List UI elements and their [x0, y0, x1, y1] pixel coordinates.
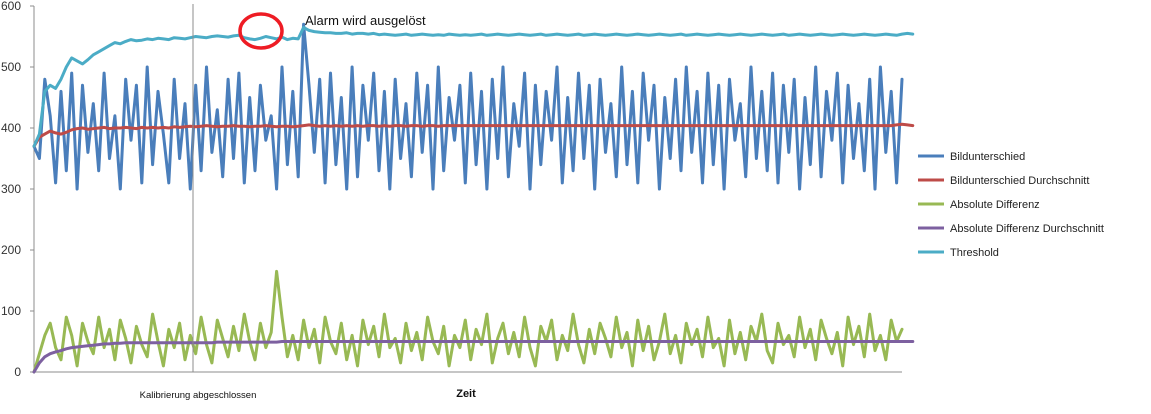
- legend-label: Bildunterschied Durchschnitt: [950, 175, 1089, 187]
- series-line-bildunterschied-durchschnitt: [32, 122, 915, 148]
- alarm-circle: [238, 12, 284, 50]
- y-tick-label: 400: [1, 121, 21, 135]
- series-line-bildunterschied: [32, 22, 904, 191]
- y-tick-label: 0: [14, 365, 21, 379]
- y-axis: 0 100 200 300 400 500 600: [1, 0, 35, 379]
- alarm-annotation: Alarm wird ausgelöst: [305, 13, 426, 28]
- annotation-layer: Alarm wird ausgelöst Kalibrierung abgesc…: [140, 4, 476, 401]
- legend-label: Bildunterschied: [950, 151, 1025, 163]
- legend: Bildunterschied Bildunterschied Durchschn…: [918, 151, 1104, 259]
- x-axis-title: Zeit: [456, 388, 476, 400]
- series-line-absolute-differenz: [32, 269, 904, 374]
- legend-label: Absolute Differenz Durchschnitt: [950, 223, 1104, 235]
- legend-label: Threshold: [950, 247, 999, 259]
- y-tick-label: 600: [1, 0, 21, 13]
- y-tick-label: 200: [1, 243, 21, 257]
- series-layer: [32, 22, 915, 374]
- legend-label: Absolute Differenz: [950, 199, 1040, 211]
- series-line-threshold: [32, 25, 915, 148]
- y-tick-label: 300: [1, 182, 21, 196]
- calibration-label: Kalibrierung abgeschlossen: [140, 390, 257, 401]
- y-tick-label: 100: [1, 304, 21, 318]
- y-tick-label: 500: [1, 60, 21, 74]
- series-line-absolute-differenz-durchschnitt: [32, 340, 915, 374]
